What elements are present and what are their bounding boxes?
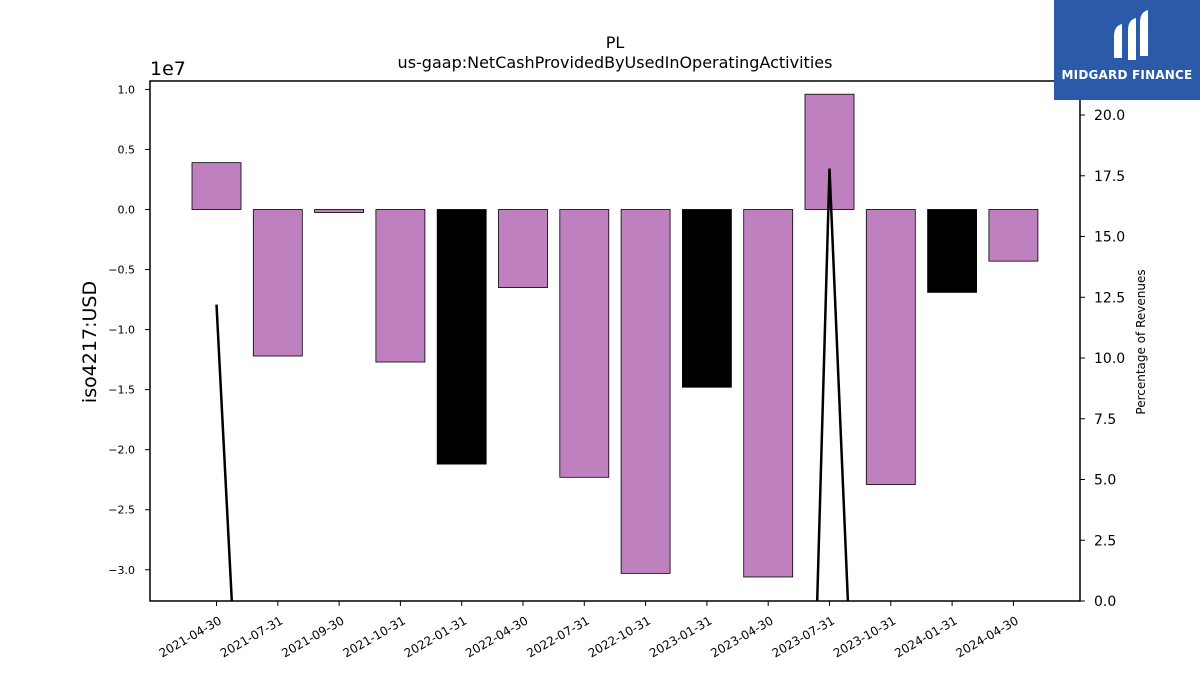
y-axis-ticks: −3.0 −2.5 −2.0 −1.5 −1.0 −0.5 0.0 0.5 1.0 — [108, 83, 150, 577]
y-axis-offset-label: 1e7 — [150, 58, 186, 80]
x-tick-label: 2022-07-31 — [524, 613, 591, 660]
y2-axis-label: Percentage of Revenues — [1134, 269, 1148, 414]
x-tick-label: 2024-01-31 — [892, 613, 959, 660]
logo-mark-icon — [1054, 0, 1200, 100]
bar-2021-09-30 — [314, 209, 365, 213]
percentage-line-group — [215, 168, 850, 602]
x-tick-label: 2022-10-31 — [586, 613, 653, 660]
x-tick-label: 2021-10-31 — [340, 613, 407, 660]
y2-tick-label: 5.0 — [1094, 473, 1116, 489]
y2-tick-label: 0.0 — [1094, 594, 1116, 610]
bars-group — [191, 93, 1039, 578]
plot-frame — [149, 80, 1081, 602]
y-tick-label: 1.0 — [118, 83, 136, 96]
y2-tick-label: 12.5 — [1094, 290, 1125, 306]
bar-2024-04-30 — [988, 209, 1039, 262]
bar-2021-10-31 — [375, 209, 426, 363]
y-tick-label: −2.5 — [108, 504, 135, 517]
bar-2023-01-31 — [682, 209, 732, 388]
bar-2022-07-31 — [559, 209, 610, 478]
y2-axis-ticks: 0.0 2.5 5.0 7.5 10.0 12.5 15.0 17.5 20.0 — [1080, 108, 1125, 610]
bar-2023-04-30 — [743, 209, 794, 578]
y2-tick-label: 2.5 — [1094, 533, 1116, 549]
x-tick-label: 2021-07-31 — [218, 613, 285, 660]
x-tick-label: 2023-10-31 — [831, 613, 898, 660]
chart-subtitle: us-gaap:NetCashProvidedByUsedInOperating… — [398, 53, 833, 72]
x-axis-ticks: 2021-04-302021-07-312021-09-302021-10-31… — [157, 601, 1021, 660]
bar-2021-04-30 — [191, 162, 242, 210]
y2-tick-label: 17.5 — [1094, 169, 1125, 185]
y2-tick-label: 20.0 — [1094, 108, 1125, 124]
y2-tick-label: 10.0 — [1094, 351, 1125, 367]
bar-2022-10-31 — [620, 209, 671, 574]
x-tick-label: 2022-04-30 — [463, 613, 530, 660]
y-axis-label: iso4217:USD — [79, 281, 101, 403]
midgard-finance-logo: MIDGARD FINANCE — [1054, 0, 1200, 100]
y-tick-label: −0.5 — [108, 264, 135, 277]
x-tick-label: 2023-07-31 — [770, 613, 837, 660]
x-tick-label: 2021-09-30 — [279, 613, 346, 660]
x-tick-label: 2023-04-30 — [708, 613, 775, 660]
x-tick-label: 2024-04-30 — [953, 613, 1020, 660]
y-tick-label: 0.5 — [118, 143, 136, 156]
x-tick-label: 2022-01-31 — [402, 613, 469, 660]
bar-2022-01-31 — [436, 209, 487, 465]
logo-background — [1054, 0, 1200, 100]
y-tick-label: −1.0 — [108, 324, 135, 337]
logo-text: MIDGARD FINANCE — [1061, 68, 1193, 82]
x-tick-label: 2021-04-30 — [157, 613, 224, 660]
y-tick-label: −3.0 — [108, 564, 135, 577]
percentage-line-segment-1 — [815, 168, 850, 602]
bar-2022-04-30 — [498, 209, 548, 288]
y-tick-label: −2.0 — [108, 444, 135, 457]
percentage-line-segment-0 — [215, 304, 234, 602]
x-tick-label: 2023-01-31 — [647, 613, 714, 660]
y-tick-label: 0.0 — [118, 203, 136, 216]
y2-tick-label: 7.5 — [1094, 412, 1116, 428]
y2-tick-label: 15.0 — [1094, 230, 1125, 246]
bar-2023-10-31 — [865, 209, 916, 485]
y-tick-label: −1.5 — [108, 384, 135, 397]
bar-2021-07-31 — [252, 209, 303, 357]
bar-2024-01-31 — [927, 209, 977, 293]
chart-title: PL — [606, 33, 625, 52]
